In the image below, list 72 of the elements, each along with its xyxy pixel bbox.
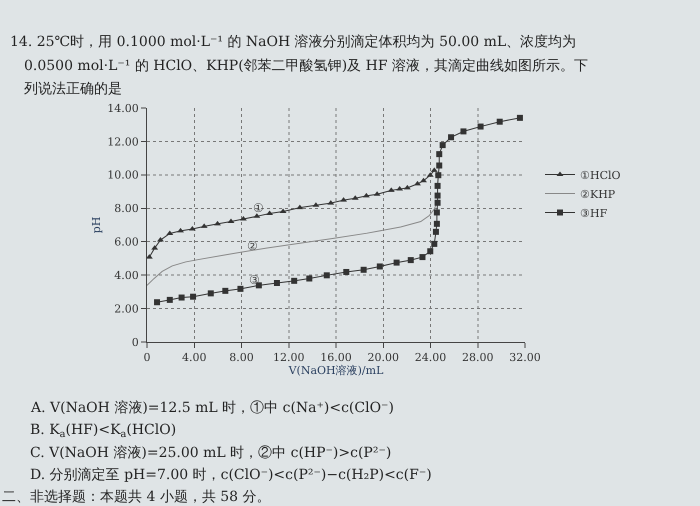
point xyxy=(237,286,244,292)
y-tick-label: 14.00 xyxy=(107,102,139,115)
point xyxy=(419,254,426,260)
point xyxy=(460,128,466,134)
point xyxy=(432,228,439,235)
text: C. V(NaOH 溶液)=25.00 mL 时，②中 c(HP⁻)>c(P²⁻) xyxy=(30,445,392,461)
point xyxy=(440,142,446,148)
text: A. V(NaOH 溶液)=12.5 mL 时，①中 c(Na⁺)<c(ClO⁻) xyxy=(30,400,394,416)
point xyxy=(516,114,523,121)
text: 14. 25℃时，用 0.1000 mol·L⁻¹ 的 NaOH 溶液分别滴定体积均为 50.00 mL、浓度均为 xyxy=(10,34,576,50)
point xyxy=(214,220,221,226)
point xyxy=(291,278,298,284)
y-tick-label: 10.00 xyxy=(107,168,139,182)
x-tick-label: 28.00 xyxy=(462,351,494,364)
text: 0.0500 mol·L⁻¹ 的 HClO、KHP(邻苯二甲酸氢钾)及 HF 溶液，其滴定曲线如图所示。下 xyxy=(24,58,588,74)
point xyxy=(274,280,280,286)
x-tick-label: 16.00 xyxy=(320,351,352,364)
y-axis-title: pH xyxy=(90,216,103,234)
point xyxy=(190,294,196,300)
y-tick-label: 8.00 xyxy=(114,202,139,216)
point xyxy=(434,200,441,206)
point xyxy=(434,182,441,189)
x-tick-label: 0 xyxy=(144,351,150,364)
point xyxy=(427,248,434,254)
y-tick-label: 4.00 xyxy=(114,268,139,282)
x-tick-label: 4.00 xyxy=(182,351,206,364)
point xyxy=(394,260,400,266)
x-tick-label: 12.00 xyxy=(273,351,304,364)
point xyxy=(436,151,442,158)
point xyxy=(431,240,438,247)
y-tick-label: 0 xyxy=(132,336,139,349)
y-tick-label: 2.00 xyxy=(114,302,139,316)
point xyxy=(166,296,173,303)
point xyxy=(478,124,484,130)
legend-label: ①HClO xyxy=(580,168,621,182)
text: 列说法正确的是 xyxy=(24,81,122,97)
x-axis-title: V(NaOH溶液)/mL xyxy=(288,364,384,378)
x-tick-label: 20.00 xyxy=(368,351,399,364)
annotation: ③ xyxy=(249,273,260,287)
text: 二、非选择题：本题共 4 小题，共 58 分。 xyxy=(2,489,271,505)
legend-label: ②KHP xyxy=(580,188,616,201)
point xyxy=(434,209,440,216)
point xyxy=(434,220,440,227)
point xyxy=(434,192,441,199)
point xyxy=(208,290,214,296)
point xyxy=(178,294,185,301)
point xyxy=(420,178,427,182)
point xyxy=(222,288,228,294)
point xyxy=(360,266,367,273)
point xyxy=(408,257,414,264)
y-tick-label: 12.00 xyxy=(107,135,139,148)
point xyxy=(343,268,350,275)
point xyxy=(414,180,421,186)
point xyxy=(228,218,234,223)
point xyxy=(448,134,454,140)
y-tick-label: 6.00 xyxy=(114,236,139,249)
point xyxy=(157,237,164,242)
point xyxy=(306,275,312,282)
point xyxy=(496,118,503,125)
text: B. K$_{a}$(HF)<K$_{a}$(HClO) xyxy=(30,422,176,440)
x-tick-label: 8.00 xyxy=(229,351,254,364)
point xyxy=(324,272,330,278)
annotation: ① xyxy=(253,201,264,215)
x-tick-label: 24.00 xyxy=(414,351,446,364)
x-tick-label: 32.00 xyxy=(509,351,541,364)
text: D. 分别滴定至 pH=7.00 时，c(ClO⁻)<c(P²⁻)−c(H₂P)<c(F⁻) xyxy=(30,467,432,483)
point xyxy=(435,172,442,178)
point xyxy=(154,299,160,306)
point xyxy=(376,263,383,270)
legend-label: ③HF xyxy=(580,206,608,220)
annotation: ② xyxy=(247,239,258,253)
point xyxy=(436,162,442,168)
